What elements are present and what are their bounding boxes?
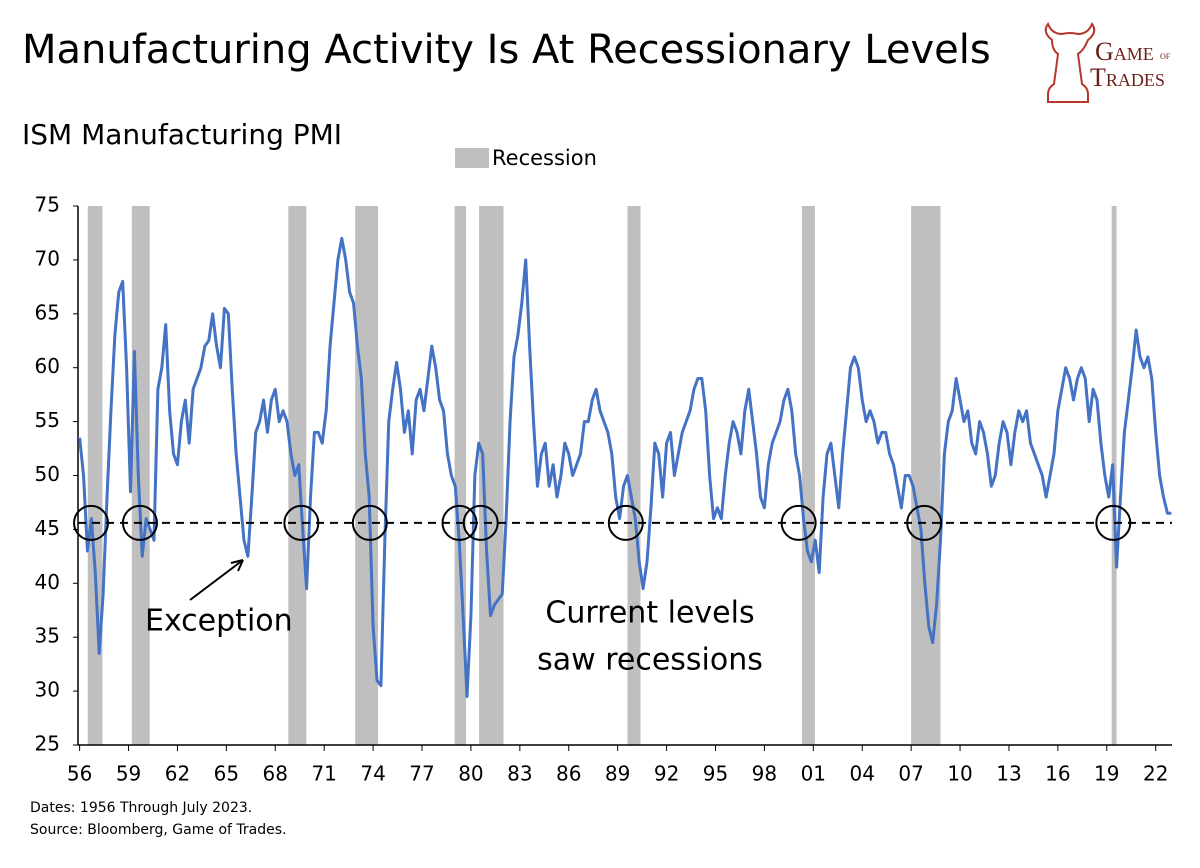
x-tick-label: 92 bbox=[654, 762, 679, 786]
highlight-circle bbox=[441, 504, 478, 541]
highlight-circle bbox=[1095, 504, 1132, 541]
y-tick-label: 35 bbox=[35, 624, 60, 648]
annotation-arrow bbox=[189, 559, 244, 601]
highlight-circle bbox=[906, 504, 943, 541]
y-tick-label: 30 bbox=[35, 678, 60, 702]
logo-text: Game bbox=[1095, 37, 1154, 66]
chart-title: Manufacturing Activity Is At Recessionar… bbox=[22, 27, 991, 73]
highlight-circle bbox=[121, 504, 158, 541]
highlight-circle bbox=[73, 504, 110, 541]
y-tick-label: 50 bbox=[35, 462, 60, 486]
x-tick-label: 01 bbox=[801, 762, 826, 786]
x-tick-label: 10 bbox=[947, 762, 972, 786]
y-tick-label: 75 bbox=[35, 193, 60, 217]
legend-label: Recession bbox=[492, 146, 597, 170]
y-tick-label: 40 bbox=[35, 570, 60, 594]
x-tick-label: 62 bbox=[165, 762, 190, 786]
x-tick-label: 98 bbox=[752, 762, 777, 786]
y-tick-label: 65 bbox=[35, 300, 60, 324]
logo-text: of bbox=[1160, 48, 1171, 62]
x-tick-label: 74 bbox=[360, 762, 385, 786]
recession-band bbox=[911, 206, 941, 745]
pmi-line bbox=[78, 236, 1172, 698]
recession-band bbox=[801, 206, 815, 745]
y-tick-label: 70 bbox=[35, 246, 60, 270]
recession-band bbox=[131, 206, 150, 745]
chart-subtitle: ISM Manufacturing PMI bbox=[22, 118, 342, 151]
logo-text: Trades bbox=[1090, 63, 1165, 92]
y-tick-label: 55 bbox=[35, 408, 60, 432]
highlight-circle bbox=[607, 504, 644, 541]
highlight-circle bbox=[283, 504, 320, 541]
y-tick-label: 25 bbox=[35, 732, 60, 756]
logo-icon bbox=[1044, 21, 1096, 103]
x-tick-label: 22 bbox=[1143, 762, 1168, 786]
x-tick-label: 71 bbox=[311, 762, 336, 786]
recession-band bbox=[627, 206, 641, 745]
footnote: Source: Bloomberg, Game of Trades. bbox=[30, 822, 286, 838]
y-tick-label: 45 bbox=[35, 516, 60, 540]
x-tick-label: 04 bbox=[849, 762, 874, 786]
x-tick-label: 65 bbox=[214, 762, 239, 786]
x-tick-label: 95 bbox=[703, 762, 728, 786]
x-tick-label: 19 bbox=[1094, 762, 1119, 786]
logo: Game of Trades bbox=[1044, 21, 1171, 103]
annotation: saw recessions bbox=[537, 643, 763, 678]
x-tick-label: 59 bbox=[116, 762, 141, 786]
highlight-circle bbox=[351, 504, 388, 541]
x-tick-label: 16 bbox=[1045, 762, 1070, 786]
x-tick-label: 07 bbox=[898, 762, 923, 786]
recession-band bbox=[454, 206, 467, 745]
x-tick-label: 13 bbox=[996, 762, 1021, 786]
x-tick-label: 89 bbox=[605, 762, 630, 786]
x-tick-label: 56 bbox=[67, 762, 92, 786]
recession-band bbox=[288, 206, 307, 745]
plot: 25 30 35 40 45 50 55 60 65 70 75 56 59 62 65 68 71 74 77 80… bbox=[35, 193, 1172, 786]
highlight-circle bbox=[462, 504, 499, 541]
y-tick-label: 60 bbox=[35, 354, 60, 378]
x-tick-label: 68 bbox=[263, 762, 288, 786]
x-tick-label: 80 bbox=[458, 762, 483, 786]
legend-swatch bbox=[455, 148, 489, 168]
footnote: Dates: 1956 Through July 2023. bbox=[30, 800, 252, 816]
highlight-circle bbox=[780, 504, 817, 541]
annotation: Exception bbox=[145, 604, 293, 639]
x-tick-label: 83 bbox=[507, 762, 532, 786]
recession-band bbox=[87, 206, 103, 745]
x-tick-label: 86 bbox=[556, 762, 581, 786]
annotation: Current levels bbox=[545, 596, 754, 631]
x-tick-label: 77 bbox=[409, 762, 434, 786]
